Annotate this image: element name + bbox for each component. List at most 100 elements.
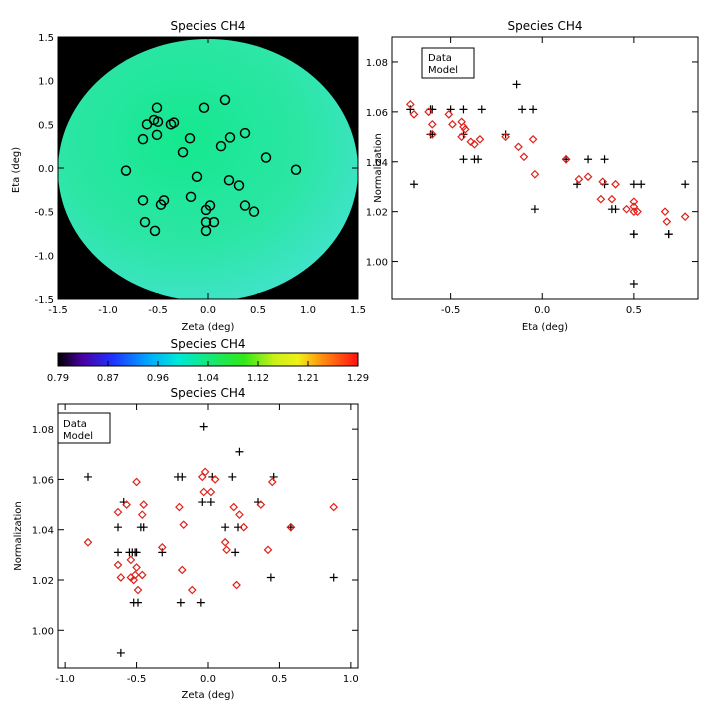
station-marker bbox=[120, 165, 132, 176]
zeta-model-point bbox=[187, 585, 197, 595]
map-x-tick-label: 1.0 bbox=[300, 305, 316, 316]
colorbar-tick-label: 0.96 bbox=[147, 373, 169, 384]
eta-model-point bbox=[514, 142, 523, 152]
zeta-x-tick-label: -0.5 bbox=[127, 674, 147, 685]
map-x-label: Zeta (deg) bbox=[182, 322, 235, 333]
zeta-legend-box bbox=[57, 412, 111, 444]
eta-model-point bbox=[680, 212, 690, 222]
eta-model-point bbox=[466, 137, 476, 147]
colorbar-tick-label: 1.12 bbox=[247, 373, 269, 384]
zeta-data-point bbox=[178, 472, 187, 481]
zeta-data-point bbox=[84, 472, 92, 481]
zeta-data-point bbox=[196, 598, 205, 607]
zeta-data-point bbox=[198, 498, 207, 507]
eta-data-point bbox=[664, 230, 673, 239]
map-x-tick-label: 0.0 bbox=[200, 305, 216, 316]
map-y-tick-label: -1.5 bbox=[34, 295, 54, 306]
zeta-model-point bbox=[267, 477, 277, 487]
station-markers bbox=[120, 94, 302, 237]
zeta-data-point bbox=[266, 573, 275, 582]
eta-data-point bbox=[474, 155, 483, 164]
eta-data-point bbox=[629, 280, 638, 289]
station-marker bbox=[184, 133, 196, 144]
eta-model-point bbox=[596, 194, 606, 204]
zeta-model-point bbox=[199, 487, 209, 497]
eta-y-tick-label: 1.08 bbox=[366, 58, 388, 69]
station-marker bbox=[165, 119, 177, 130]
zeta-data-point bbox=[199, 422, 208, 431]
zeta-model-point bbox=[220, 537, 230, 547]
eta-legend-box bbox=[421, 47, 475, 79]
station-marker bbox=[151, 102, 163, 113]
zeta-model-point bbox=[157, 542, 167, 552]
zeta-model-point bbox=[137, 570, 147, 580]
zeta-x-tick-label: 0.0 bbox=[200, 674, 216, 685]
eta-model-point bbox=[424, 107, 433, 117]
eta-y-axis: 1.00 1.02 1.04 1.06 1.08 bbox=[366, 58, 698, 269]
zeta-y-tick-label: 1.08 bbox=[32, 425, 54, 436]
zeta-x-label: Zeta (deg) bbox=[182, 690, 235, 701]
eta-model-point bbox=[574, 174, 584, 184]
zeta-model-point bbox=[130, 570, 140, 580]
eta-model-point bbox=[633, 207, 642, 217]
zeta-model-point bbox=[229, 502, 239, 512]
zeta-data-point bbox=[116, 648, 125, 657]
map-y-axis: -1.5 -1.0 -0.5 0.0 0.5 1.0 1.5 bbox=[34, 33, 358, 306]
eta-model-point bbox=[611, 179, 620, 189]
zeta-model-point bbox=[206, 487, 216, 497]
map-title: Species CH4 bbox=[170, 19, 245, 33]
zeta-y-tick-label: 1.00 bbox=[32, 626, 54, 637]
map-x-tick-label: 0.5 bbox=[250, 305, 266, 316]
map-y-tick-label: 0.0 bbox=[38, 164, 54, 175]
zeta-eta-map: Species CH4 -1.5 -1.0 -0.5 0.0 0.5 1.0 1.5 -1.… bbox=[11, 19, 366, 333]
eta-model-point bbox=[470, 139, 479, 149]
zeta-model-point bbox=[256, 500, 266, 509]
zeta-model-point bbox=[139, 500, 149, 509]
zeta-model-point bbox=[329, 502, 339, 512]
eta-y-label: Normalization bbox=[373, 133, 384, 203]
eta-data-point bbox=[459, 105, 468, 114]
eta-data-point bbox=[512, 80, 521, 89]
station-marker bbox=[248, 206, 260, 217]
eta-model-point bbox=[460, 124, 470, 134]
eta-legend: Data Model bbox=[421, 47, 475, 79]
zeta-model-point bbox=[113, 560, 123, 570]
zeta-model-point bbox=[239, 522, 249, 532]
station-marker bbox=[191, 171, 203, 182]
zeta-model-point bbox=[175, 502, 184, 512]
map-x-tick-label: -0.5 bbox=[148, 305, 168, 316]
eta-x-tick-label: 0.5 bbox=[626, 305, 642, 316]
eta-y-tick-label: 1.04 bbox=[366, 158, 388, 169]
zeta-model-point bbox=[126, 555, 136, 565]
eta-points bbox=[405, 55, 690, 289]
zeta-model-point bbox=[263, 545, 273, 555]
eta-x-label: Eta (deg) bbox=[522, 322, 568, 333]
station-marker bbox=[139, 216, 151, 228]
eta-model-point bbox=[607, 194, 617, 204]
zeta-y-tick-label: 1.04 bbox=[32, 526, 54, 537]
eta-data-point bbox=[409, 180, 418, 189]
map-disk bbox=[58, 39, 358, 299]
station-marker bbox=[149, 225, 161, 237]
eta-title: Species CH4 bbox=[507, 19, 582, 33]
eta-data-point bbox=[681, 180, 690, 189]
zeta-data-point bbox=[235, 447, 244, 456]
station-marker bbox=[141, 119, 153, 130]
station-marker bbox=[200, 225, 212, 237]
map-x-tick-label: -1.0 bbox=[98, 305, 118, 316]
station-marker bbox=[215, 140, 227, 152]
station-marker bbox=[224, 132, 236, 143]
zeta-model-point bbox=[179, 520, 189, 530]
zeta-frame bbox=[57, 403, 359, 669]
eta-data-point bbox=[529, 105, 538, 114]
eta-model-point bbox=[660, 207, 670, 217]
zeta-x-tick-label: 1.0 bbox=[343, 674, 359, 685]
zeta-model-point bbox=[210, 475, 220, 484]
map-y-tick-label: -0.5 bbox=[34, 208, 54, 219]
zeta-model-point bbox=[286, 522, 296, 532]
eta-model-point bbox=[519, 152, 529, 162]
zeta-model-point bbox=[137, 510, 147, 519]
colorbar-tick-label: 1.21 bbox=[297, 373, 319, 384]
zeta-legend: Data Model bbox=[57, 412, 111, 444]
